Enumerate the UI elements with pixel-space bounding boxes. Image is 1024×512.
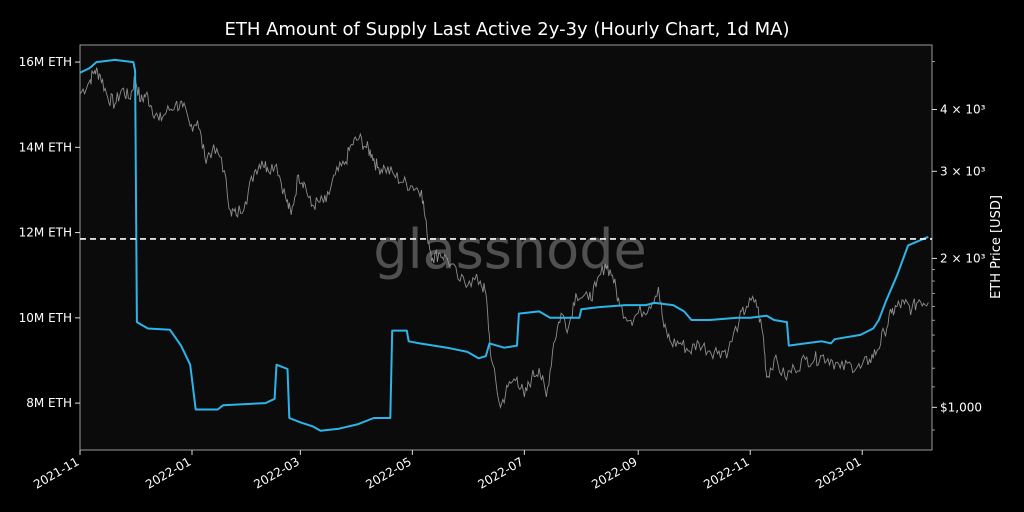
y-tick-label: 10M ETH xyxy=(19,311,72,325)
y2-tick-label: 3 × 10³ xyxy=(940,164,986,178)
y-tick-label: 12M ETH xyxy=(19,226,72,240)
y-tick-label: 8M ETH xyxy=(26,396,72,410)
chart-title: ETH Amount of Supply Last Active 2y-3y (… xyxy=(224,19,789,40)
supply-series xyxy=(79,58,929,432)
y2-tick-label: 4 × 10³ xyxy=(940,102,986,116)
supply-line xyxy=(79,58,929,432)
price-series xyxy=(79,67,929,410)
y-tick-label: 14M ETH xyxy=(19,140,72,154)
y2-tick-label: $1,000 xyxy=(940,400,982,414)
y2-tick-label: 2 × 10³ xyxy=(940,251,986,265)
y-tick-label: 16M ETH xyxy=(19,55,72,69)
y-axis-left: 8M ETH 10M ETH 12M ETH 14M ETH 16M ETH xyxy=(19,55,80,410)
watermark: glassnode xyxy=(373,218,646,281)
y2-axis-label: ETH Price [USD] xyxy=(989,195,1004,299)
plot-area xyxy=(79,44,933,451)
y-axis-right: $1,000 2 × 10³ 3 × 10³ 4 × 10³ xyxy=(932,61,986,431)
price-line xyxy=(79,67,929,410)
